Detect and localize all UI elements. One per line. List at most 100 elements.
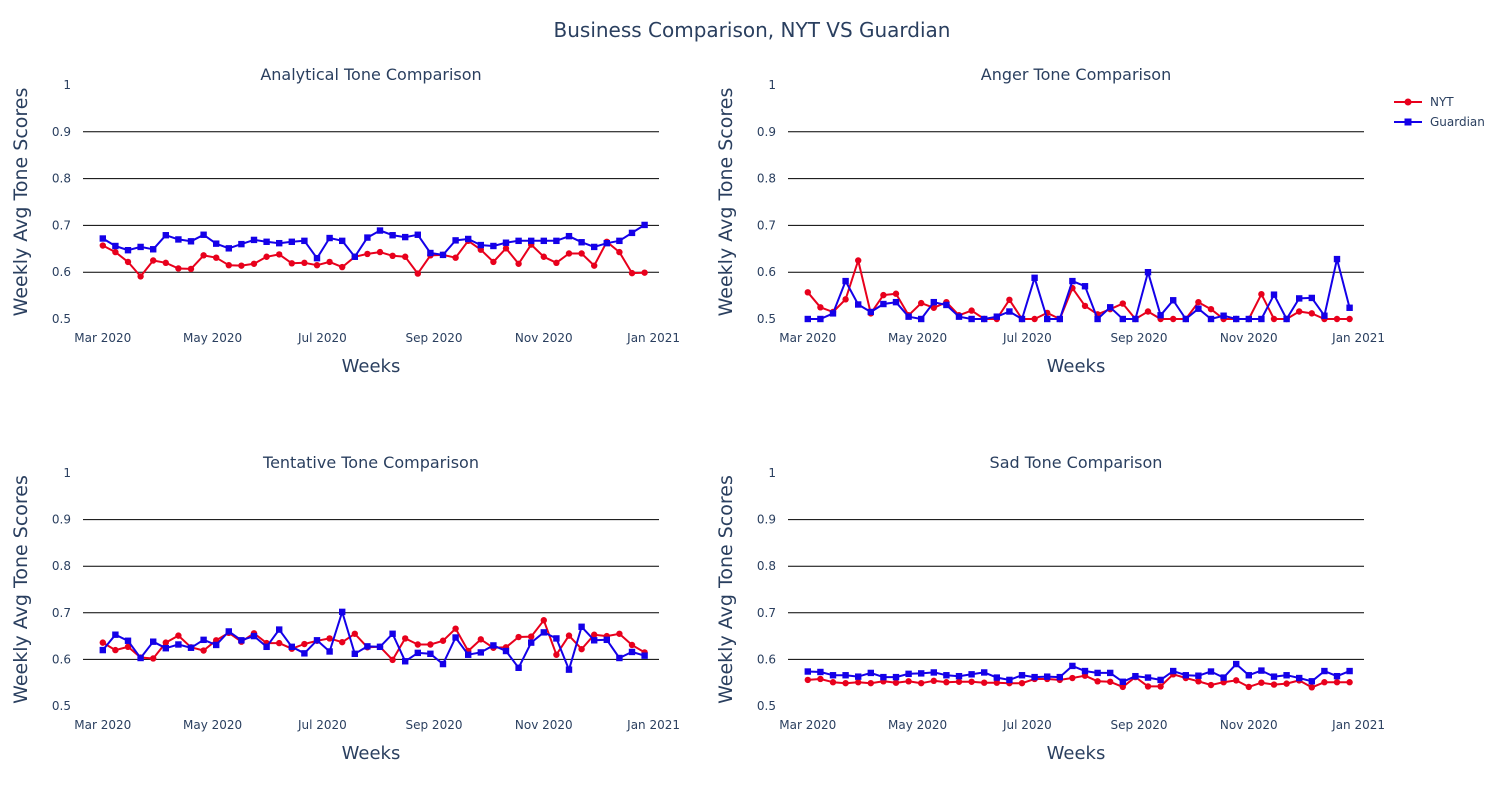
subplot-3: 0.5 0.6 0.7 0.8 0.9 1 Mar 2020 May 2020 Jul 2020… <box>10 453 680 764</box>
data-point <box>452 625 459 632</box>
data-point <box>1321 667 1328 675</box>
data-point <box>829 672 837 679</box>
x-tick-label: Nov 2020 <box>1220 718 1278 732</box>
legend-item-guardian[interactable]: Guardian <box>1392 112 1485 132</box>
data-point <box>1296 295 1303 302</box>
data-point <box>502 239 510 246</box>
data-point <box>578 623 585 630</box>
data-point <box>99 639 107 646</box>
data-point <box>1094 678 1101 685</box>
data-point <box>187 265 195 273</box>
data-point <box>452 634 459 641</box>
data-point <box>1081 667 1089 675</box>
data-point <box>905 678 912 685</box>
data-point <box>1119 678 1126 685</box>
data-point <box>829 310 837 317</box>
data-point <box>162 645 169 652</box>
series-nyt <box>99 237 648 280</box>
data-point <box>175 265 182 272</box>
data-point <box>250 260 258 267</box>
data-point <box>288 643 295 651</box>
data-point <box>540 253 547 260</box>
data-point <box>1233 315 1240 323</box>
data-point <box>162 232 169 239</box>
y-tick-label: 0.9 <box>757 125 776 139</box>
data-point <box>1069 662 1076 670</box>
data-point <box>553 651 560 658</box>
data-point <box>263 238 270 245</box>
x-tick-label: Mar 2020 <box>779 718 836 732</box>
data-point <box>99 242 107 249</box>
y-tick-label: 0.8 <box>757 172 776 186</box>
data-point <box>225 628 232 635</box>
y-tick-label: 0.6 <box>52 652 71 666</box>
y-tick-label: 0.7 <box>52 218 71 232</box>
data-point <box>540 617 547 624</box>
data-point <box>1346 304 1353 311</box>
legend-swatch-nyt <box>1394 98 1422 106</box>
data-point <box>112 646 119 654</box>
data-point <box>1170 315 1177 323</box>
data-point <box>250 632 258 640</box>
x-tick-label: Jul 2020 <box>1002 718 1052 732</box>
data-point <box>578 645 585 653</box>
x-tick-label: Sep 2020 <box>406 718 463 732</box>
data-point <box>213 641 220 649</box>
data-point <box>855 679 862 686</box>
data-point <box>867 679 874 687</box>
data-point <box>968 671 975 678</box>
data-point <box>1346 315 1353 323</box>
data-point <box>955 672 963 680</box>
data-point <box>553 635 560 642</box>
y-axis-label: Weekly Avg Tone Scores <box>10 475 32 704</box>
data-point <box>1258 667 1265 674</box>
data-point <box>1270 291 1278 298</box>
data-point <box>1270 681 1278 688</box>
data-point <box>339 263 346 271</box>
data-point <box>892 673 900 681</box>
y-tick-label: 1 <box>63 466 71 480</box>
y-tick-label: 0.8 <box>757 559 776 573</box>
data-point <box>276 251 283 258</box>
data-point <box>955 313 963 320</box>
legend-item-nyt[interactable]: NYT <box>1392 92 1485 112</box>
legend-label-nyt: NYT <box>1430 95 1454 109</box>
x-axis-label: Weeks <box>342 356 401 377</box>
data-point <box>376 227 384 234</box>
legend[interactable]: NYT Guardian <box>1392 92 1485 132</box>
data-point <box>1207 305 1215 313</box>
subplot-1: 0.5 0.6 0.7 0.8 0.9 1 Mar 2020 May 2020 Jul 2020… <box>10 65 680 377</box>
x-axis-label: Weeks <box>1047 356 1106 377</box>
data-point <box>137 273 144 280</box>
data-point <box>591 262 598 269</box>
y-tick-label: 0.6 <box>757 652 776 666</box>
data-point <box>1195 672 1202 679</box>
data-point <box>213 254 220 261</box>
y-tick-label: 0.5 <box>52 699 71 713</box>
data-point <box>842 672 849 679</box>
subplot-title: Anger Tone Comparison <box>981 65 1171 84</box>
data-point <box>402 253 409 260</box>
data-point <box>339 237 346 245</box>
data-point <box>905 670 912 678</box>
data-point <box>414 641 421 648</box>
x-tick-label: Jan 2021 <box>1331 718 1385 732</box>
data-point <box>364 643 371 650</box>
data-point <box>301 237 308 245</box>
data-point <box>1308 684 1316 691</box>
data-point <box>187 238 195 245</box>
data-point <box>1245 683 1253 691</box>
x-tick-label: Mar 2020 <box>74 718 131 732</box>
data-point <box>565 250 573 257</box>
data-point <box>326 234 333 242</box>
data-point <box>628 648 636 656</box>
y-tick-label: 0.7 <box>757 606 776 620</box>
y-tick-label: 0.7 <box>52 606 71 620</box>
data-point <box>1245 672 1252 679</box>
data-point <box>1220 312 1227 319</box>
data-point <box>842 277 849 285</box>
x-tick-label: Mar 2020 <box>74 331 131 345</box>
data-point <box>528 237 535 245</box>
data-point <box>842 296 849 303</box>
data-point <box>1031 673 1038 681</box>
